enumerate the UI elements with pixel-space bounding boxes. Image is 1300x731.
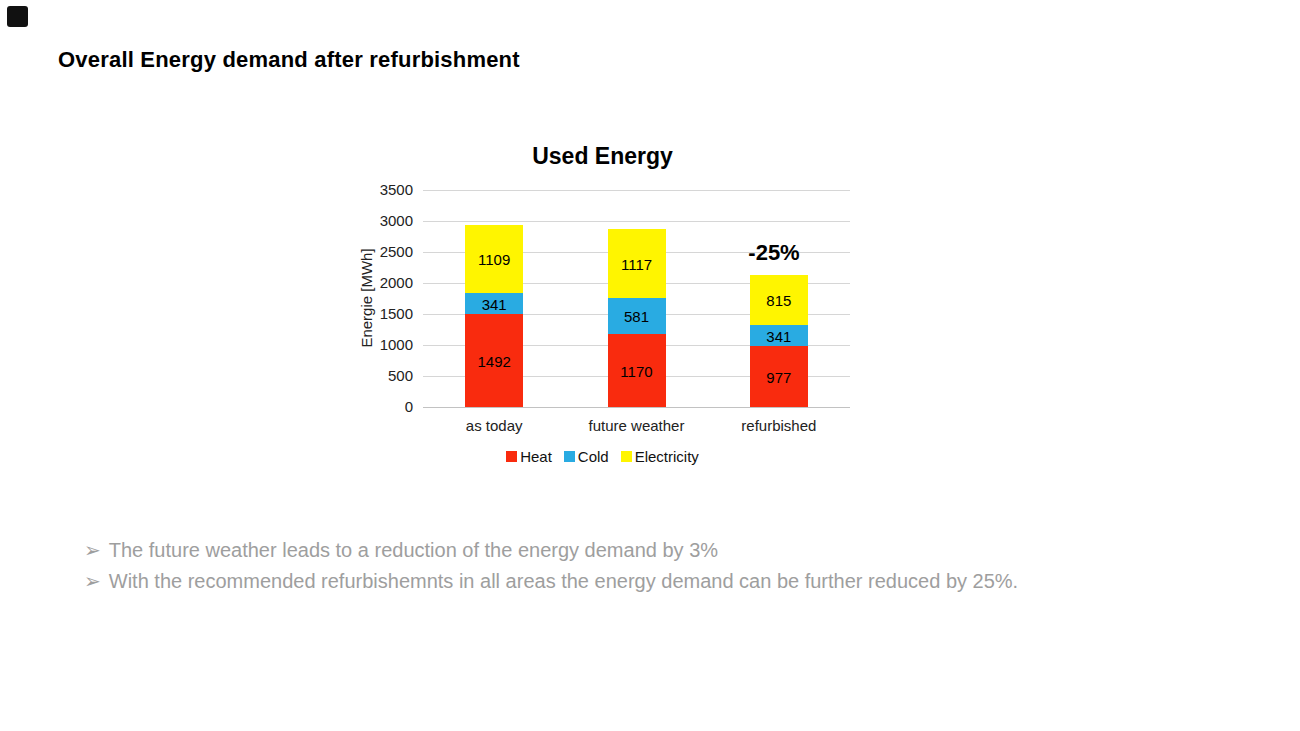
x-axis-label: as today — [419, 417, 569, 434]
legend-label: Cold — [578, 448, 609, 465]
bar-value-label: 1492 — [477, 352, 510, 369]
bullet-item: ➢ The future weather leads to a reduction… — [84, 535, 1018, 566]
legend-swatch-icon — [506, 451, 517, 462]
legend-label: Electricity — [635, 448, 699, 465]
bar-value-label: 341 — [482, 295, 507, 312]
bar-value-label: 341 — [766, 327, 791, 344]
y-tick-label: 2500 — [355, 243, 413, 261]
y-tick-label: 3000 — [355, 212, 413, 230]
bar-value-label: 1109 — [478, 250, 510, 267]
legend-swatch-icon — [564, 451, 575, 462]
y-tick-label: 3500 — [355, 181, 413, 199]
used-energy-chart: Used Energy Energie [MWh] 0 500 1000 1500 20… — [0, 0, 1300, 500]
gridline — [423, 190, 850, 191]
gridline — [423, 221, 850, 222]
x-axis-label: refurbished — [704, 417, 854, 434]
slide: Overall Energy demand after refurbishmen… — [0, 0, 1300, 731]
legend-swatch-icon — [621, 451, 632, 462]
legend-item-electricity: Electricity — [621, 448, 699, 465]
bullet-arrow-icon: ➢ — [84, 539, 101, 561]
reduction-annotation: -25% — [748, 240, 799, 266]
bar-value-label: 1170 — [620, 362, 652, 379]
y-axis-title-text: Energie [MWh] — [358, 248, 375, 347]
x-axis-label: future weather — [562, 417, 712, 434]
bar-value-label: 977 — [766, 368, 791, 385]
y-tick-label: 500 — [355, 367, 413, 385]
bullet-text: The future weather leads to a reduction … — [109, 539, 718, 561]
bar-value-label: 581 — [624, 308, 649, 325]
bullet-item: ➢ With the recommended refurbishemnts in … — [84, 566, 1018, 597]
chart-title: Used Energy — [355, 143, 850, 170]
legend-label: Heat — [520, 448, 552, 465]
bullet-arrow-icon: ➢ — [84, 570, 101, 592]
y-tick-label: 0 — [355, 398, 413, 416]
bullet-text: With the recommended refurbishemnts in a… — [109, 570, 1018, 592]
bar-value-label: 815 — [766, 292, 791, 309]
y-tick-label: 2000 — [355, 274, 413, 292]
y-tick-label: 1500 — [355, 305, 413, 323]
legend-item-cold: Cold — [564, 448, 609, 465]
chart-legend: Heat Cold Electricity — [355, 448, 850, 465]
bar-value-label: 1117 — [621, 255, 652, 272]
bullet-list: ➢ The future weather leads to a reduction… — [84, 535, 1018, 597]
y-tick-label: 1000 — [355, 336, 413, 354]
legend-item-heat: Heat — [506, 448, 552, 465]
